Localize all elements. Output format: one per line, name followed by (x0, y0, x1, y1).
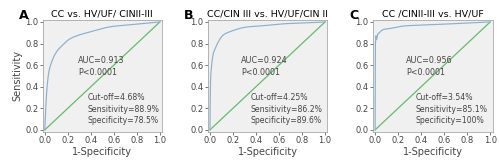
Text: B: B (184, 9, 193, 22)
Text: Cut-off=3.54%
Sensitivity=85.1%
Specificity=100%: Cut-off=3.54% Sensitivity=85.1% Specific… (416, 93, 488, 125)
Y-axis label: Sensitivity: Sensitivity (12, 50, 22, 101)
Title: CC /CINII-III vs. HV/UF: CC /CINII-III vs. HV/UF (382, 9, 484, 18)
Title: CC vs. HV/UF/ CINII-III: CC vs. HV/UF/ CINII-III (52, 9, 153, 18)
Text: AUC=0.956
P<0.0001: AUC=0.956 P<0.0001 (406, 56, 453, 77)
Text: AUC=0.924
P<0.0001: AUC=0.924 P<0.0001 (241, 56, 288, 77)
Text: A: A (18, 9, 28, 22)
X-axis label: 1-Specificity: 1-Specificity (402, 147, 462, 157)
Text: Cut-off=4.68%
Sensitivity=88.9%
Specificity=78.5%: Cut-off=4.68% Sensitivity=88.9% Specific… (88, 93, 160, 125)
X-axis label: 1-Specificity: 1-Specificity (72, 147, 132, 157)
Text: C: C (349, 9, 358, 22)
X-axis label: 1-Specificity: 1-Specificity (238, 147, 298, 157)
Text: Cut-off=4.25%
Sensitivity=86.2%
Specificity=89.6%: Cut-off=4.25% Sensitivity=86.2% Specific… (250, 93, 322, 125)
Title: CC/CIN III vs. HV/UF/CIN II: CC/CIN III vs. HV/UF/CIN II (207, 9, 328, 18)
Text: AUC=0.913
P<0.0001: AUC=0.913 P<0.0001 (78, 56, 125, 77)
